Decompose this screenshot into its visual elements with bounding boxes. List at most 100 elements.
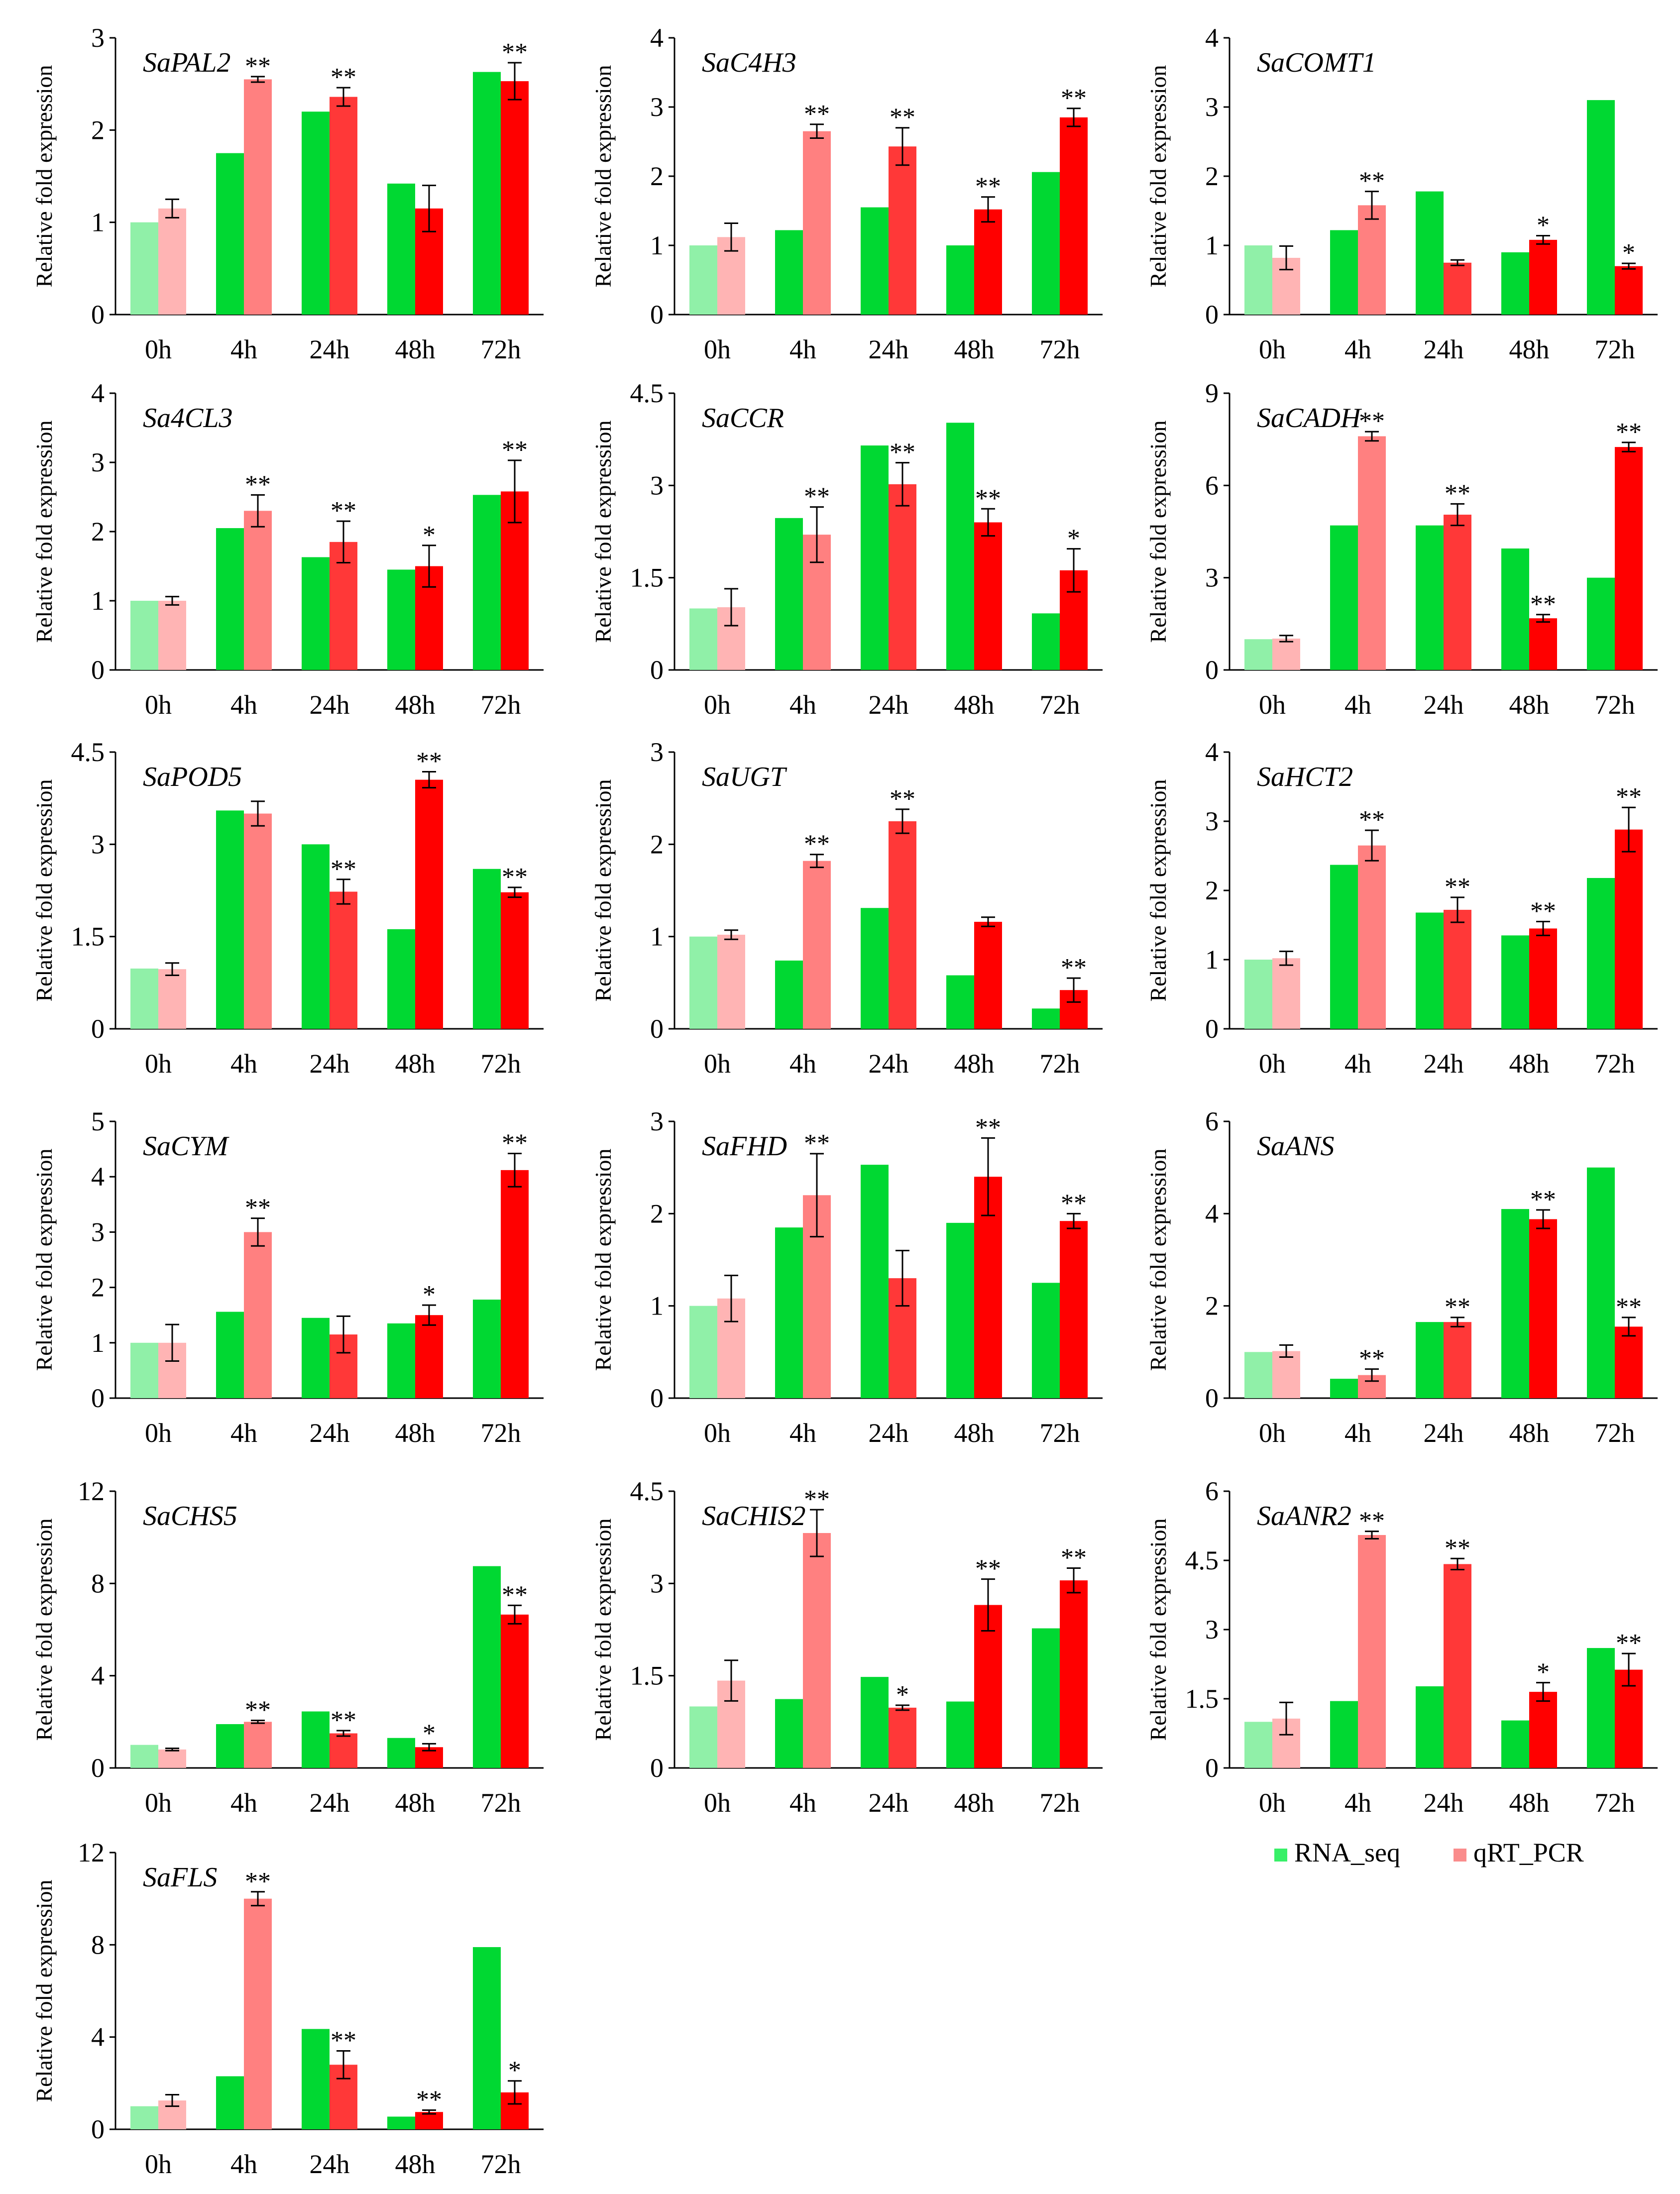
bar-rna-seq bbox=[216, 1724, 244, 1768]
x-tick-label: 72h bbox=[1595, 690, 1635, 720]
x-tick-label: 0h bbox=[1259, 334, 1286, 364]
y-tick-label: 0 bbox=[1205, 655, 1219, 685]
y-tick-label: 1.5 bbox=[630, 563, 664, 593]
x-tick-label: 48h bbox=[954, 1049, 995, 1079]
x-tick-label: 4h bbox=[1344, 1049, 1371, 1079]
bar-rna-seq bbox=[1416, 525, 1444, 670]
significance-label: * bbox=[508, 2057, 521, 2085]
y-tick-label: 0 bbox=[1205, 1753, 1219, 1783]
bar-qrt-pcr bbox=[1358, 205, 1386, 315]
bar-qrt-pcr bbox=[1529, 1219, 1557, 1398]
bar-qrt-pcr bbox=[1272, 958, 1300, 1029]
x-tick-label: 0h bbox=[145, 690, 172, 720]
y-tick-label: 2 bbox=[1205, 1291, 1219, 1321]
bar-rna-seq bbox=[1501, 548, 1529, 670]
y-tick-label: 0 bbox=[650, 655, 664, 685]
bar-rna-seq bbox=[1587, 577, 1615, 670]
x-tick-label: 24h bbox=[869, 334, 909, 364]
significance-label: ** bbox=[1061, 954, 1087, 982]
chart-title: SaFHD bbox=[702, 1131, 787, 1162]
x-tick-label: 48h bbox=[954, 1418, 995, 1448]
chart-saans: Relative fold expression 0 2 4 6 0h 4h ** 24h ** 4… bbox=[1145, 1106, 1658, 1448]
x-tick-label: 72h bbox=[1040, 334, 1080, 364]
y-tick-label: 8 bbox=[91, 1930, 105, 1960]
bar-rna-seq bbox=[387, 929, 415, 1029]
bar-rna-seq bbox=[387, 2116, 415, 2129]
bar-qrt-pcr bbox=[1358, 436, 1386, 670]
bar-qrt-pcr bbox=[1444, 262, 1471, 315]
bar-qrt-pcr bbox=[1444, 909, 1471, 1029]
chart-title: SaPAL2 bbox=[143, 47, 230, 78]
significance-label: ** bbox=[975, 484, 1001, 513]
chart-saanr2: Relative fold expression 0 1.5 3 4.5 6 0h 4h ** 2… bbox=[1145, 1476, 1658, 1818]
y-tick-label: 1 bbox=[1205, 945, 1219, 975]
bar-rna-seq bbox=[946, 1222, 974, 1398]
y-tick-label: 4.5 bbox=[1185, 1545, 1219, 1575]
y-tick-label: 1 bbox=[91, 586, 105, 616]
bar-rna-seq bbox=[130, 601, 158, 670]
x-tick-label: 0h bbox=[145, 1788, 172, 1818]
y-tick-label: 0 bbox=[91, 1753, 105, 1783]
x-tick-label: 72h bbox=[1595, 1418, 1635, 1448]
y-tick-label: 1.5 bbox=[71, 922, 105, 952]
x-tick-label: 24h bbox=[869, 690, 909, 720]
chart-safhd: Relative fold expression 0 1 2 3 0h 4h ** 24h 48h… bbox=[590, 1106, 1103, 1448]
y-tick-label: 1 bbox=[91, 1328, 105, 1358]
y-tick-label: 3 bbox=[650, 1568, 664, 1598]
x-tick-label: 24h bbox=[1424, 1049, 1464, 1079]
bar-rna-seq bbox=[302, 2029, 330, 2129]
significance-label: ** bbox=[502, 436, 528, 464]
y-tick-label: 12 bbox=[78, 1838, 105, 1867]
chart-sahct2: Relative fold expression 0 1 2 3 4 0h 4h ** 24h **… bbox=[1145, 737, 1658, 1079]
y-tick-label: 0 bbox=[91, 1383, 105, 1413]
y-tick-label: 1 bbox=[91, 208, 105, 237]
bar-qrt-pcr bbox=[158, 969, 186, 1029]
bar-qrt-pcr bbox=[803, 131, 831, 315]
bar-rna-seq bbox=[130, 2106, 158, 2129]
significance-label: * bbox=[1537, 212, 1550, 240]
bar-qrt-pcr bbox=[974, 922, 1002, 1029]
significance-label: ** bbox=[890, 439, 915, 467]
significance-label: ** bbox=[804, 1129, 830, 1158]
bar-rna-seq bbox=[302, 844, 330, 1029]
bar-rna-seq bbox=[1032, 613, 1060, 670]
bar-qrt-pcr bbox=[1529, 1692, 1557, 1768]
y-axis-label: Relative fold expression bbox=[31, 1148, 57, 1371]
bar-rna-seq bbox=[1032, 1008, 1060, 1029]
significance-label: ** bbox=[1616, 783, 1642, 811]
y-tick-label: 2 bbox=[91, 115, 105, 145]
significance-label: ** bbox=[975, 173, 1001, 201]
bar-rna-seq bbox=[1587, 100, 1615, 315]
x-tick-label: 72h bbox=[481, 1049, 521, 1079]
chart-saugt: Relative fold expression 0 1 2 3 0h 4h ** 24h ** 4… bbox=[590, 737, 1103, 1079]
x-tick-label: 24h bbox=[869, 1049, 909, 1079]
y-tick-label: 0 bbox=[91, 300, 105, 329]
chart-sac4h3: Relative fold expression 0 1 2 3 4 0h 4h ** 24h **… bbox=[590, 23, 1103, 364]
significance-label: ** bbox=[1061, 1189, 1087, 1217]
y-tick-label: 0 bbox=[650, 1014, 664, 1044]
chart-title: SaUGT bbox=[702, 762, 787, 792]
bar-qrt-pcr bbox=[974, 209, 1002, 315]
y-tick-label: 1 bbox=[650, 230, 664, 260]
y-axis-label: Relative fold expression bbox=[590, 1518, 616, 1741]
legend-label-rna-seq: RNA_seq bbox=[1294, 1838, 1400, 1867]
bar-rna-seq bbox=[130, 968, 158, 1029]
bar-rna-seq bbox=[1244, 245, 1272, 315]
y-tick-label: 4 bbox=[1205, 1199, 1219, 1228]
y-tick-label: 3 bbox=[650, 737, 664, 767]
x-tick-label: 4h bbox=[789, 690, 816, 720]
x-tick-label: 0h bbox=[1259, 1418, 1286, 1448]
bar-rna-seq bbox=[1032, 1628, 1060, 1768]
significance-label: ** bbox=[804, 830, 830, 859]
x-tick-label: 48h bbox=[395, 1418, 436, 1448]
chart-sapal2: Relative fold expression 0 1 2 3 0h 4h ** 24h ** 4… bbox=[31, 23, 544, 364]
significance-label: ** bbox=[1061, 1543, 1087, 1572]
bar-rna-seq bbox=[1587, 878, 1615, 1029]
x-tick-label: 4h bbox=[789, 1418, 816, 1448]
x-tick-label: 4h bbox=[1344, 1788, 1371, 1818]
y-tick-label: 0 bbox=[91, 2114, 105, 2144]
bar-rna-seq bbox=[775, 1699, 803, 1768]
significance-label: ** bbox=[1359, 806, 1385, 834]
y-tick-label: 4.5 bbox=[71, 737, 105, 767]
bar-qrt-pcr bbox=[1444, 1564, 1471, 1768]
